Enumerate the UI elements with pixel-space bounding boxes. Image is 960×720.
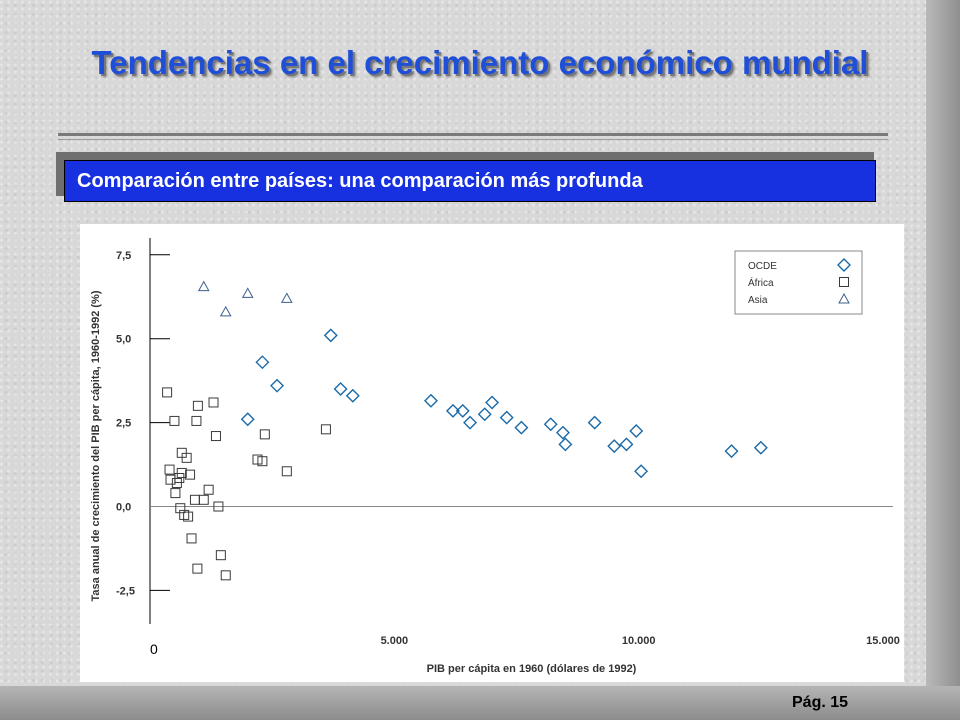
data-point-diamond bbox=[724, 444, 739, 459]
data-point-square bbox=[191, 415, 202, 426]
data-point-square bbox=[164, 464, 175, 475]
data-point-diamond bbox=[587, 415, 602, 430]
data-point-square bbox=[320, 424, 331, 435]
x-tick-label: 10.000 bbox=[622, 635, 656, 647]
data-point-square bbox=[174, 472, 185, 483]
x-axis-title: PIB per cápita en 1960 (dólares de 1992) bbox=[427, 663, 637, 675]
x-tick-label: 5.000 bbox=[381, 635, 409, 647]
data-point-diamond bbox=[634, 464, 649, 479]
y-axis-title: Tasa anual de crecimiento del PIB per cá… bbox=[90, 290, 102, 601]
y-tick-label: 2,5 bbox=[116, 418, 131, 430]
data-point-diamond bbox=[455, 403, 470, 418]
data-point-diamond bbox=[463, 415, 478, 430]
data-point-square bbox=[192, 400, 203, 411]
data-point-square bbox=[189, 494, 200, 505]
data-point-square bbox=[179, 509, 190, 520]
page-number: Pág. 15 bbox=[792, 694, 849, 711]
legend-label: Asia bbox=[748, 295, 768, 306]
data-point-diamond bbox=[619, 437, 634, 452]
data-point-diamond bbox=[477, 407, 492, 422]
data-point-square bbox=[171, 478, 182, 489]
data-point-diamond bbox=[240, 412, 255, 427]
y-tick-label: 5,0 bbox=[116, 334, 131, 346]
legend-label: OCDE bbox=[748, 261, 777, 272]
data-point-square bbox=[220, 570, 231, 581]
data-point-diamond bbox=[499, 410, 514, 425]
y-tick-label: 7,5 bbox=[116, 250, 131, 262]
data-point-diamond bbox=[607, 439, 622, 454]
data-point-diamond bbox=[558, 437, 573, 452]
data-point-triangle bbox=[219, 305, 232, 317]
data-point-square bbox=[183, 511, 194, 522]
data-point-diamond bbox=[270, 378, 285, 393]
data-point-square bbox=[203, 484, 214, 495]
frame-right-bevel bbox=[926, 0, 960, 720]
data-point-diamond bbox=[514, 420, 529, 435]
data-point-diamond bbox=[555, 425, 570, 440]
data-point-diamond bbox=[423, 393, 438, 408]
data-point-diamond bbox=[345, 388, 360, 403]
data-point-diamond bbox=[323, 328, 338, 343]
data-point-square bbox=[165, 474, 176, 485]
y-tick-label: 0,0 bbox=[116, 502, 131, 514]
slide-title: Tendencias en el crecimiento económico m… bbox=[91, 44, 869, 81]
legend-label: África bbox=[748, 276, 774, 289]
title-divider bbox=[58, 133, 888, 136]
data-point-square bbox=[257, 456, 268, 467]
data-point-triangle bbox=[280, 292, 293, 303]
data-point-square bbox=[210, 431, 221, 442]
x-tick-label: 15.000 bbox=[866, 635, 900, 647]
data-point-diamond bbox=[629, 424, 644, 438]
data-point-square bbox=[281, 466, 292, 477]
data-point-diamond bbox=[445, 403, 460, 418]
data-point-square bbox=[186, 533, 197, 544]
chart-panel: 7,5 5,0 2,5 0,0 -2,5 0 5.000 10.000 15.000 PIB pe… bbox=[80, 224, 904, 682]
title-divider-thin bbox=[58, 139, 888, 140]
legend-marker-triangle bbox=[838, 292, 850, 304]
data-point-square bbox=[170, 488, 181, 499]
data-point-diamond bbox=[543, 417, 558, 432]
x-tick-label: 0 bbox=[150, 641, 158, 657]
data-point-square bbox=[162, 387, 173, 398]
frame-bottom-bevel bbox=[0, 686, 960, 720]
legend-marker-diamond bbox=[837, 258, 851, 272]
slide-subtitle: Comparación entre países: una comparació… bbox=[64, 160, 876, 202]
data-point-square bbox=[215, 550, 226, 561]
data-point-diamond bbox=[753, 440, 768, 455]
data-point-diamond bbox=[333, 382, 348, 397]
data-point-square bbox=[176, 467, 187, 478]
y-tick-label: -2,5 bbox=[116, 585, 135, 597]
data-point-square bbox=[192, 563, 203, 574]
data-point-square bbox=[169, 415, 180, 426]
legend-marker-square bbox=[839, 277, 849, 287]
data-point-square bbox=[185, 469, 196, 480]
scatter-chart: 7,5 5,0 2,5 0,0 -2,5 0 5.000 10.000 15.000 PIB pe… bbox=[90, 238, 900, 675]
data-point-square bbox=[181, 452, 192, 463]
data-point-square bbox=[198, 494, 209, 505]
data-point-square bbox=[259, 429, 270, 440]
data-point-square bbox=[175, 503, 186, 514]
data-point-diamond bbox=[485, 395, 500, 410]
data-point-square bbox=[213, 501, 224, 512]
data-point-square bbox=[208, 397, 219, 408]
data-point-triangle bbox=[197, 280, 210, 292]
data-point-triangle bbox=[241, 287, 254, 298]
data-point-diamond bbox=[255, 355, 270, 370]
